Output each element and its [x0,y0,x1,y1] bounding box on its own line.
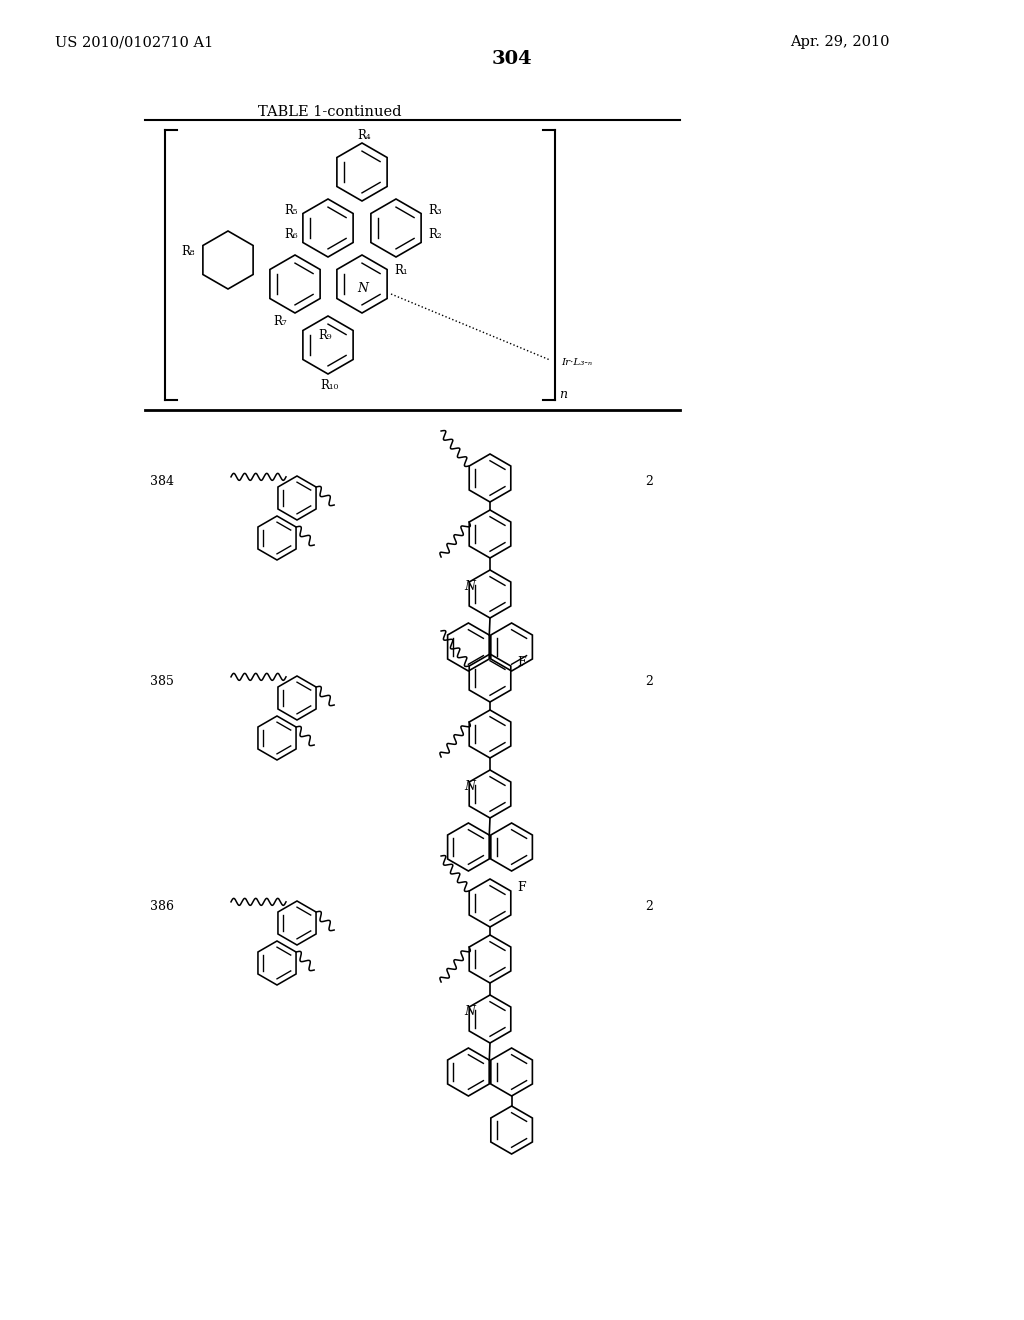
Text: US 2010/0102710 A1: US 2010/0102710 A1 [55,36,213,49]
Text: N: N [464,780,475,793]
Text: R₄: R₄ [357,129,371,143]
Text: R₇: R₇ [273,315,287,327]
Text: 384: 384 [150,475,174,488]
Text: n: n [559,388,567,401]
Text: N: N [357,282,368,294]
Text: 2: 2 [645,900,653,913]
Text: F: F [517,656,525,669]
Text: R₃: R₃ [428,205,441,216]
Text: TABLE 1-continued: TABLE 1-continued [258,106,401,119]
Text: 2: 2 [645,475,653,488]
Text: R₁₀: R₁₀ [319,379,338,392]
Text: R₉: R₉ [318,329,332,342]
Text: R₅: R₅ [284,205,298,216]
Text: 385: 385 [150,675,174,688]
Text: N: N [464,579,475,593]
Text: F: F [517,880,525,894]
Text: Apr. 29, 2010: Apr. 29, 2010 [790,36,890,49]
Text: N: N [464,1005,475,1018]
Text: R₆: R₆ [284,228,298,242]
Text: R₈: R₈ [181,246,195,257]
Text: 304: 304 [492,50,532,69]
Text: 386: 386 [150,900,174,913]
Text: 2: 2 [645,675,653,688]
Text: R₁: R₁ [394,264,408,277]
Text: Ir·L₃-ₙ: Ir·L₃-ₙ [561,358,592,367]
Text: R₂: R₂ [428,228,441,242]
